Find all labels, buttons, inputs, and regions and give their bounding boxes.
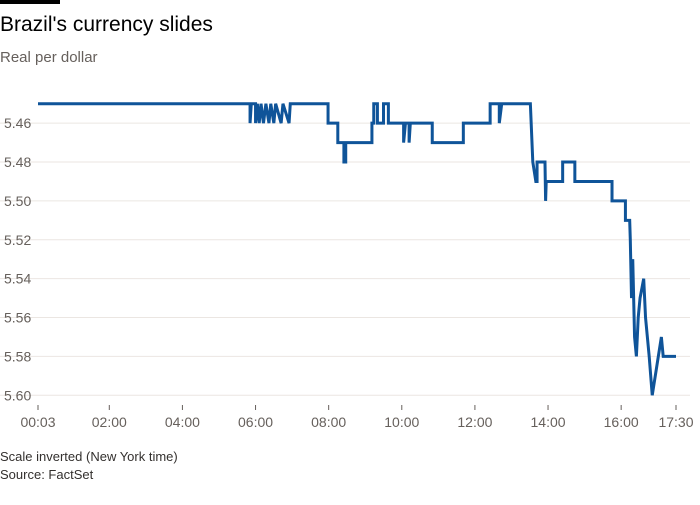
- x-tick-label: 16:00: [604, 414, 639, 430]
- y-tick-label: 5.46: [4, 115, 31, 131]
- x-tick-label: 00:03: [20, 414, 55, 430]
- x-tick-label: 06:00: [238, 414, 273, 430]
- source: Source: FactSet: [0, 467, 94, 482]
- data-line: [38, 102, 676, 396]
- y-tick-label: 5.56: [4, 310, 31, 326]
- y-tick-label: 5.48: [4, 154, 31, 170]
- y-tick-label: 5.52: [4, 232, 31, 248]
- x-tick-label: 04:00: [165, 414, 200, 430]
- x-tick-label: 10:00: [384, 414, 419, 430]
- y-tick-label: 5.54: [4, 271, 31, 287]
- y-tick-label: 5.50: [4, 193, 31, 209]
- x-tick-label: 17:30: [658, 414, 693, 430]
- chart-title: Brazil's currency slides: [0, 13, 213, 36]
- brand-bar: [0, 0, 60, 4]
- x-tick-label: 12:00: [457, 414, 492, 430]
- note: Scale inverted (New York time): [0, 449, 178, 464]
- y-tick-label: 5.60: [4, 387, 31, 403]
- x-tick-label: 02:00: [92, 414, 127, 430]
- x-tick-label: 14:00: [531, 414, 566, 430]
- chart-subtitle: Real per dollar: [0, 49, 98, 66]
- x-tick-label: 08:00: [311, 414, 346, 430]
- y-tick-label: 5.58: [4, 348, 31, 364]
